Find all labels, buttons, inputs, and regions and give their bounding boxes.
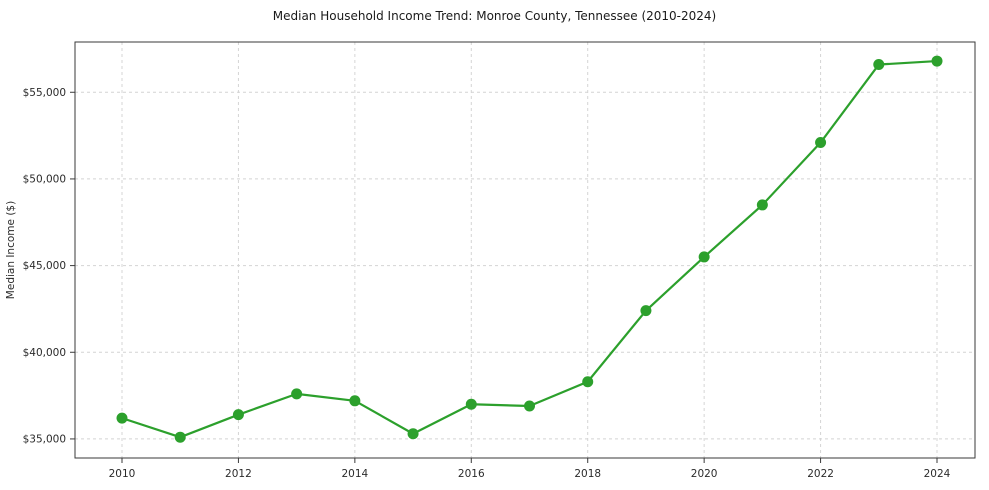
income-trend-line — [121, 59, 938, 439]
data-point-marker — [465, 398, 477, 410]
data-point-marker — [698, 251, 710, 263]
x-tick-label: 2024 — [924, 468, 951, 480]
data-point-marker — [407, 428, 419, 440]
data-point-marker — [524, 400, 535, 412]
data-point-marker — [815, 137, 827, 149]
data-point-marker — [349, 395, 361, 407]
plot-border — [74, 41, 976, 459]
x-tick-label: 2016 — [458, 468, 485, 480]
x-tick-label: 2012 — [225, 468, 252, 480]
x-tick-label: 2010 — [109, 468, 136, 480]
data-point-marker — [582, 376, 594, 388]
data-point-marker — [931, 55, 943, 67]
x-tick-label: 2018 — [574, 468, 601, 480]
data-point-marker — [291, 388, 303, 400]
x-tick-label: 2020 — [691, 468, 718, 480]
x-tick-label: 2022 — [807, 468, 834, 480]
y-tick-label: $50,000 — [23, 173, 66, 185]
data-point-marker — [174, 431, 186, 443]
y-tick-label: $40,000 — [23, 347, 66, 359]
data-point-marker — [232, 409, 244, 421]
chart-title: Median Household Income Trend: Monroe Co… — [272, 9, 717, 23]
data-point-marker — [640, 305, 652, 317]
y-tick-label: $35,000 — [23, 433, 66, 445]
data-point-marker — [873, 59, 885, 71]
y-tick-label: $55,000 — [23, 87, 66, 99]
x-tick-label: 2014 — [341, 468, 368, 480]
data-point-marker — [756, 199, 768, 211]
data-point-marker — [116, 412, 128, 424]
y-axis-label: Median Income ($) — [5, 201, 17, 299]
y-tick-label: $45,000 — [23, 260, 66, 272]
